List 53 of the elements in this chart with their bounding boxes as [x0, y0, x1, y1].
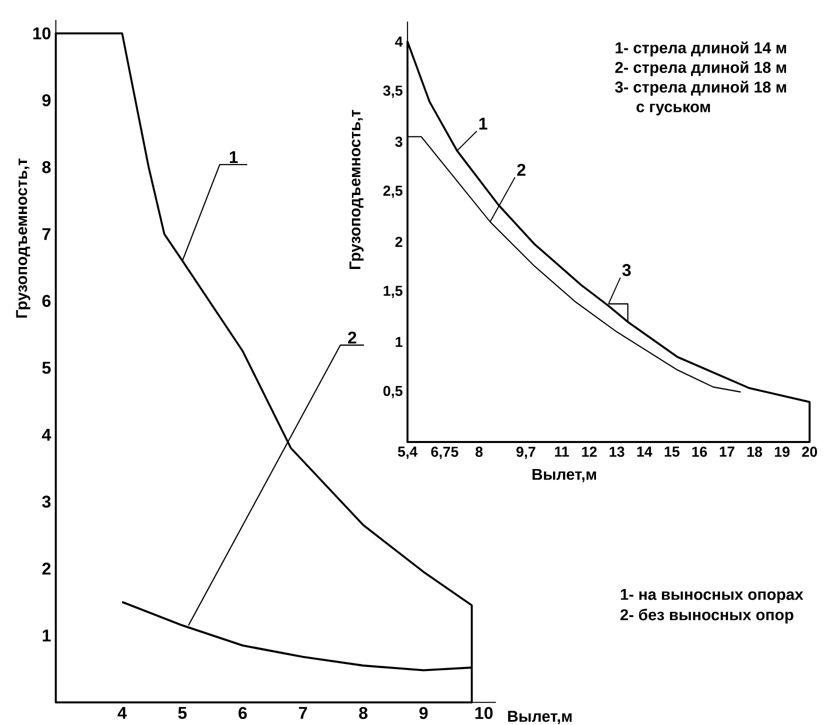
- x-tick-label: 10: [475, 707, 493, 720]
- y-tick-label: 2: [395, 236, 402, 247]
- y-tick-label: 9: [42, 94, 51, 106]
- x-axis-title: Вылет,м: [532, 468, 596, 482]
- y-axis-title: Грузоподъемность,т: [350, 110, 364, 270]
- y-tick-label: 8: [42, 161, 51, 174]
- x-tick-label: 13: [610, 446, 624, 457]
- y-tick-label: 5: [42, 362, 51, 374]
- x-tick-label: 6: [238, 707, 247, 720]
- y-tick-label: 0,5: [383, 386, 402, 398]
- annotation: 1- стрела длиной 14 м: [616, 42, 786, 56]
- x-axis-title: Вылет,м: [508, 710, 572, 724]
- annotation: 2: [348, 332, 356, 344]
- y-tick-label: 2: [42, 562, 51, 575]
- y-tick-label: 1,5: [384, 286, 402, 298]
- annotation: 1: [230, 151, 238, 163]
- annotation: 3- стрела длиной 18 м с гуськом: [615, 80, 786, 116]
- x-tick-label: 8: [359, 707, 368, 720]
- x-tick-label: 16: [692, 446, 707, 457]
- annotation: 2- стрела длиной 18 м: [615, 61, 786, 76]
- x-tick-label: 14: [637, 446, 652, 457]
- x-tick-label: 11: [555, 446, 569, 457]
- y-tick-label: 1: [42, 630, 51, 642]
- y-tick-label: 7: [42, 228, 50, 240]
- y-tick-label: 2,5: [383, 186, 402, 198]
- x-tick-label: 20: [802, 446, 818, 457]
- x-tick-label: 4: [118, 707, 127, 719]
- x-tick-label: 5: [178, 707, 187, 719]
- y-tick-label: 4: [42, 428, 52, 441]
- x-tick-label: 12: [582, 446, 597, 457]
- x-tick-label: 6,75: [431, 446, 458, 459]
- y-axis-title: Грузоподъемность,т: [16, 158, 30, 318]
- y-tick-label: 4: [395, 36, 403, 47]
- x-tick-label: 8: [476, 446, 483, 457]
- annotation: 1: [479, 118, 488, 130]
- annotation: 2: [517, 164, 526, 176]
- y-tick-label: 3,5: [383, 86, 402, 98]
- y-tick-label: 3: [395, 136, 402, 147]
- x-tick-label: 9,7: [516, 446, 536, 459]
- x-tick-label: 19: [774, 446, 790, 457]
- x-tick-label: 7: [298, 707, 307, 719]
- annotation: 3: [622, 264, 631, 276]
- x-tick-label: 9: [419, 707, 428, 720]
- x-tick-label: 5,4: [398, 446, 418, 459]
- x-tick-label: 17: [720, 446, 734, 457]
- x-tick-label: 18: [747, 446, 762, 457]
- y-tick-label: 10: [33, 27, 50, 40]
- y-tick-label: 3: [42, 496, 51, 508]
- y-tick-label: 1: [396, 337, 402, 347]
- text: 2- без выносных опор: [620, 608, 794, 624]
- x-tick-label: 15: [664, 446, 680, 457]
- text: 1- на выносных опорах: [620, 589, 804, 604]
- y-tick-label: 6: [42, 294, 51, 307]
